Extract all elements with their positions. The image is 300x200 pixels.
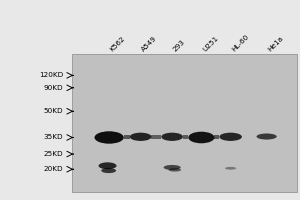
Ellipse shape <box>101 168 116 173</box>
Text: HL-60: HL-60 <box>231 34 250 53</box>
Text: 20KD: 20KD <box>44 166 63 172</box>
Ellipse shape <box>161 133 183 141</box>
Ellipse shape <box>219 133 242 141</box>
Bar <box>183 135 188 139</box>
Bar <box>72 54 297 192</box>
Ellipse shape <box>98 162 117 169</box>
Ellipse shape <box>130 133 152 141</box>
Text: 90KD: 90KD <box>44 85 63 91</box>
Text: He1a: He1a <box>267 35 284 53</box>
Text: K562: K562 <box>109 36 127 53</box>
Ellipse shape <box>256 133 277 140</box>
Bar <box>214 135 219 139</box>
Text: 120KD: 120KD <box>39 72 63 78</box>
Text: 25KD: 25KD <box>44 151 63 157</box>
Text: 35KD: 35KD <box>44 134 63 140</box>
Text: U251: U251 <box>201 35 219 53</box>
Bar <box>124 135 130 139</box>
Ellipse shape <box>164 165 181 170</box>
Bar <box>152 135 161 139</box>
Text: 293: 293 <box>172 39 186 53</box>
Ellipse shape <box>169 168 181 172</box>
Text: A549: A549 <box>141 35 158 53</box>
Text: 50KD: 50KD <box>44 108 63 114</box>
Ellipse shape <box>188 132 214 143</box>
Ellipse shape <box>94 131 124 144</box>
Ellipse shape <box>225 167 236 170</box>
